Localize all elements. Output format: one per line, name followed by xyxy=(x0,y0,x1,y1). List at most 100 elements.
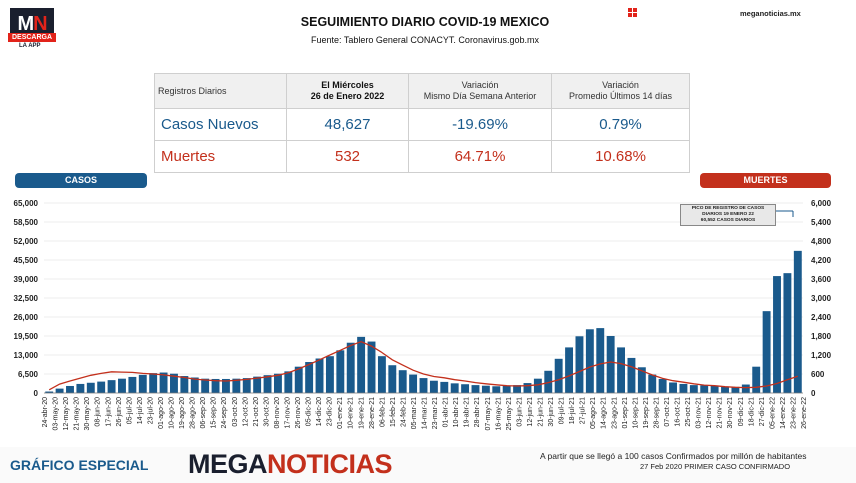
casos-bar xyxy=(429,380,438,393)
y-left-tick-label: 6,500 xyxy=(18,370,39,379)
casos-bar xyxy=(440,381,449,393)
x-tick-label: 03-jun-21 xyxy=(516,397,523,427)
casos-bar xyxy=(669,382,677,393)
casos-bar xyxy=(149,373,158,393)
x-tick-label: 14-dic-20 xyxy=(316,397,323,426)
casos-bar xyxy=(575,336,584,393)
logo-app-label: LA APP xyxy=(19,43,41,49)
page-title: SEGUIMIENTO DIARIO COVID-19 MEXICO xyxy=(300,15,550,29)
casos-bar xyxy=(596,328,605,393)
y-right-tick-label: 2,400 xyxy=(811,313,832,322)
x-tick-label: 14-jul-20 xyxy=(137,397,144,424)
x-tick-label: 24-feb-21 xyxy=(400,397,407,427)
casos-bar xyxy=(97,381,106,393)
x-tick-label: 12-oct-20 xyxy=(242,397,249,427)
casos-bar xyxy=(222,378,230,393)
x-tick-label: 14-ene-22 xyxy=(780,397,787,429)
x-tick-label: 09-dic-21 xyxy=(738,397,745,426)
casos-bar xyxy=(305,362,314,393)
x-tick-label: 16-oct-21 xyxy=(675,397,682,427)
x-tick-label: 06-feb-21 xyxy=(379,397,386,427)
casos-bar xyxy=(86,382,95,393)
x-tick-label: 30-may-20 xyxy=(84,397,91,431)
casos-bar xyxy=(128,376,137,393)
x-tick-label: 03-may-20 xyxy=(53,397,60,431)
x-tick-label: 17-nov-20 xyxy=(285,397,292,429)
stats-header-row: Registros Diarios El Miércoles 26 de Ener… xyxy=(154,73,690,109)
header-variacion-promedio: Variación Promedio Últimos 14 días xyxy=(551,73,690,109)
x-tick-label: 12-may-20 xyxy=(63,397,70,431)
footer-note-first-case: 27 Feb 2020 PRIMER CASO CONFIRMADO xyxy=(640,462,791,471)
casos-bar xyxy=(273,373,282,393)
x-tick-label: 23-ago-21 xyxy=(611,397,618,429)
x-tick-label: 16-may-21 xyxy=(495,397,502,431)
y-left-tick-label: 26,000 xyxy=(14,313,39,322)
casos-bar xyxy=(752,366,761,393)
site-link[interactable]: meganoticias.mx xyxy=(740,9,801,18)
casos-bar xyxy=(201,378,210,393)
covid-chart: 0 6,500 13,000 19,500 26,000 32,500 39,000 45,5… xyxy=(14,199,832,431)
casos-bar xyxy=(367,341,376,393)
x-tick-label: 19-sep-21 xyxy=(643,397,650,429)
x-tick-label: 27-dic-21 xyxy=(759,397,766,426)
casos-bar xyxy=(658,378,667,393)
x-tick-label: 06-sep-20 xyxy=(200,397,207,429)
casos-bar xyxy=(502,385,511,393)
meganoticias-brand: MEGANOTICIAS xyxy=(188,449,393,479)
casos-bar xyxy=(190,377,199,393)
casos-bar xyxy=(544,370,553,393)
y-right-tick-label: 3,600 xyxy=(811,275,832,284)
x-tick-label: 14-mar-21 xyxy=(422,397,429,429)
casos-bar xyxy=(731,386,740,393)
stats-row-muertes: Muertes 532 64.71% 10.68% xyxy=(154,140,690,173)
x-tick-label: 10-sep-21 xyxy=(632,397,639,429)
y-right-tick-label: 1,800 xyxy=(811,332,832,341)
x-tick-label: 17-jun-20 xyxy=(105,397,112,427)
casos-bar xyxy=(492,386,501,393)
muertes-line xyxy=(48,341,799,391)
x-tick-label: 05-jul-20 xyxy=(126,397,133,424)
x-tick-label: 21-nov-21 xyxy=(717,397,724,429)
y-left-tick-label: 32,500 xyxy=(14,294,39,303)
x-tick-label: 23-dic-20 xyxy=(327,397,334,426)
casos-bar xyxy=(679,383,688,393)
casos-bar xyxy=(253,376,262,393)
casos-bar xyxy=(409,374,418,393)
x-tick-label: 25-oct-21 xyxy=(685,397,692,427)
x-tick-label: 05-ene-22 xyxy=(769,397,776,429)
x-tick-label: 03-nov-21 xyxy=(696,397,703,429)
casos-bar xyxy=(533,378,542,393)
y-left-tick-label: 13,000 xyxy=(14,351,39,360)
casos-bar xyxy=(315,358,324,393)
x-tick-label: 19-ago-20 xyxy=(179,397,186,429)
muertes-axis-label: MUERTES xyxy=(700,173,831,188)
x-tick-label: 30-jun-21 xyxy=(548,397,555,427)
casos-bar xyxy=(773,276,781,393)
x-tick-label: 08-jun-20 xyxy=(95,397,102,427)
casos-bar xyxy=(606,336,615,393)
header-registros: Registros Diarios xyxy=(154,73,287,109)
y-left-tick-label: 0 xyxy=(34,389,39,398)
casos-bar xyxy=(284,371,293,393)
x-tick-label: 26-ene-22 xyxy=(801,397,808,429)
x-tick-label: 05-mar-21 xyxy=(411,397,418,429)
x-tick-label: 12-nov-21 xyxy=(706,397,713,429)
y-right-tick-label: 4,200 xyxy=(811,256,832,265)
x-tick-label: 01-abr-21 xyxy=(443,397,450,427)
grafico-especial-label: GRÁFICO ESPECIAL xyxy=(10,457,149,473)
casos-bar xyxy=(232,378,241,393)
x-tick-label: 21-may-20 xyxy=(74,397,81,431)
x-tick-label: 01-ago-20 xyxy=(158,397,165,429)
muertes-var-week: 64.71% xyxy=(408,140,552,173)
casos-bar xyxy=(170,373,178,393)
x-tick-label: 21-oct-20 xyxy=(253,397,260,427)
casos-bar xyxy=(513,385,522,393)
y-left-tick-label: 19,500 xyxy=(14,332,39,341)
y-left-tick-label: 52,000 xyxy=(14,237,39,246)
x-tick-label: 01-sep-21 xyxy=(622,397,629,429)
x-tick-label: 14-ago-21 xyxy=(601,397,608,429)
x-tick-label: 03-oct-20 xyxy=(232,397,239,427)
casos-label: Casos Nuevos xyxy=(154,108,287,141)
x-tick-label: 19-abr-21 xyxy=(464,397,471,427)
muertes-label: Muertes xyxy=(154,140,287,173)
